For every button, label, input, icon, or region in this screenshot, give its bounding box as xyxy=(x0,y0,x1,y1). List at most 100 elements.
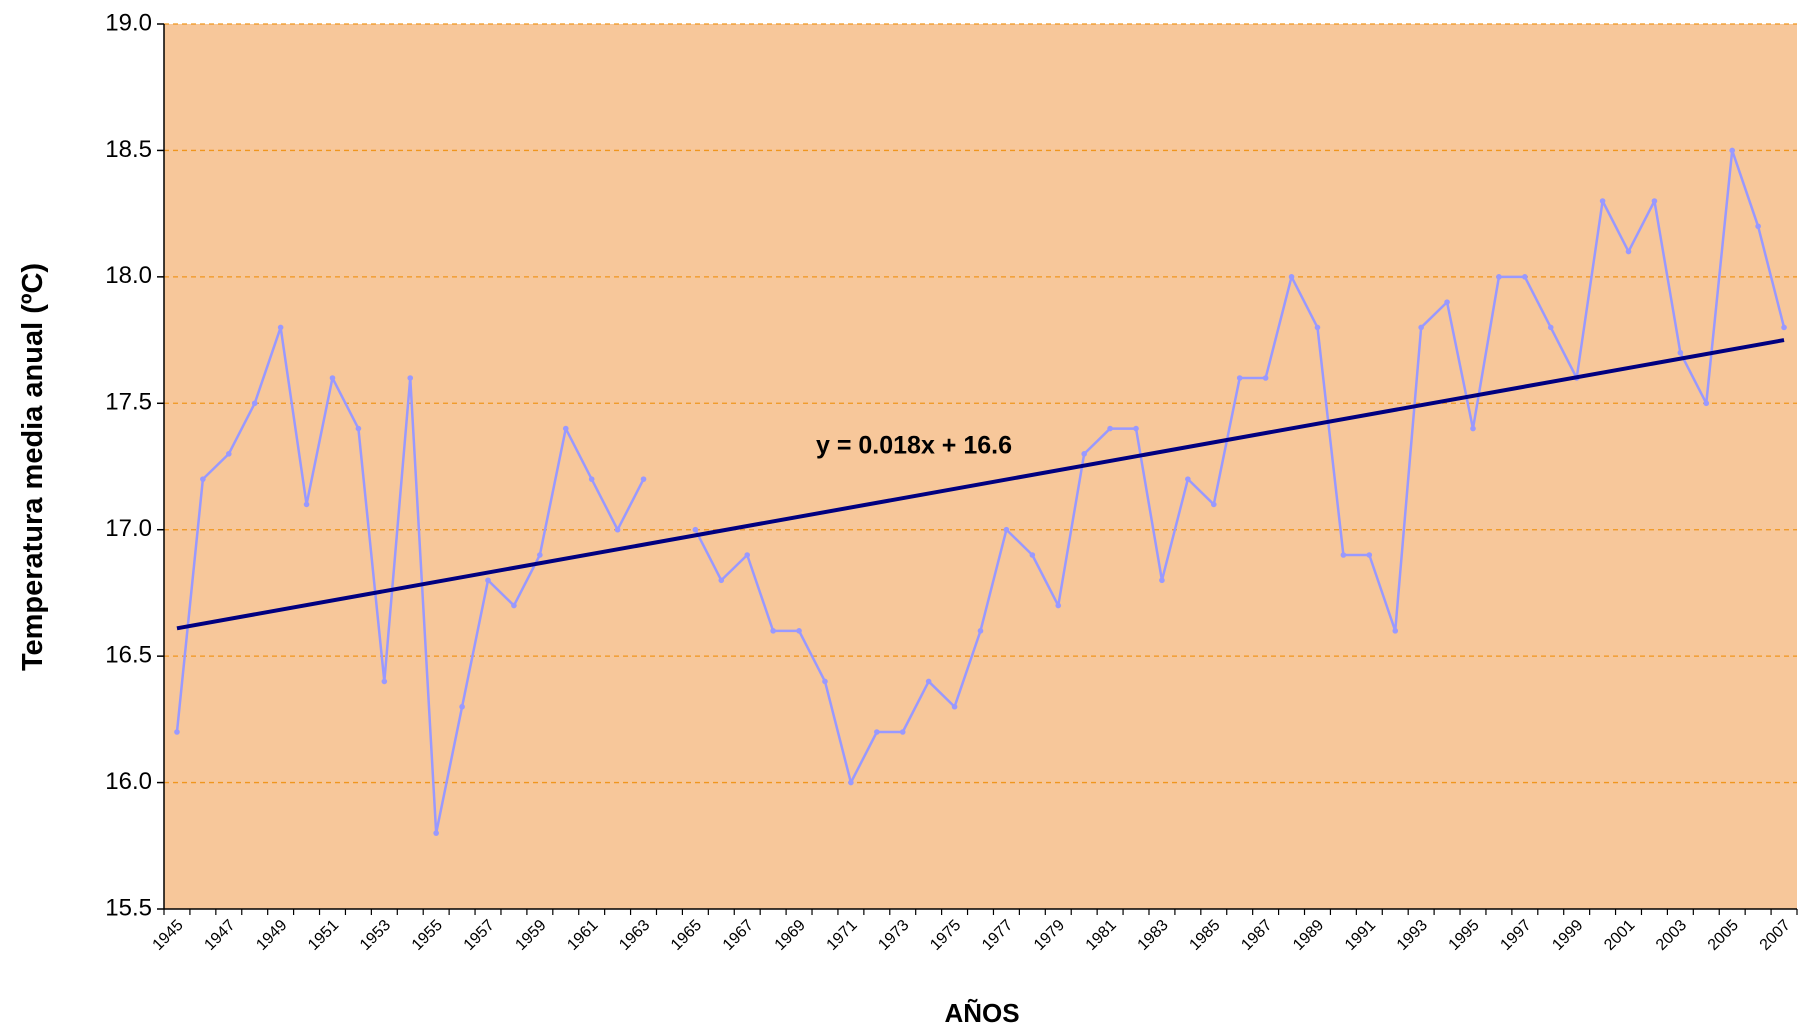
x-tick-label: 1953 xyxy=(357,917,394,954)
data-point xyxy=(614,526,621,533)
data-point xyxy=(511,602,517,609)
x-axis-title: AÑOS xyxy=(944,998,1019,1028)
y-tick-label: 19.0 xyxy=(105,9,152,36)
x-tick-label: 1963 xyxy=(616,917,653,954)
data-point xyxy=(1029,552,1036,558)
data-point xyxy=(744,552,751,558)
x-tick-label: 1949 xyxy=(253,917,290,954)
x-tick-label: 1995 xyxy=(1446,917,1483,954)
data-point xyxy=(1755,223,1761,230)
x-tick-label: 1997 xyxy=(1497,917,1534,954)
y-tick-label: 16.0 xyxy=(105,768,152,795)
x-tick-label: 1965 xyxy=(668,917,705,954)
data-point xyxy=(692,526,699,533)
x-tick-label: 1971 xyxy=(824,917,861,954)
data-point xyxy=(1651,198,1658,204)
data-point xyxy=(562,425,569,432)
data-point xyxy=(588,476,595,482)
data-point xyxy=(1703,400,1710,407)
data-point xyxy=(796,628,802,634)
data-point xyxy=(1340,552,1347,558)
data-point xyxy=(899,729,906,735)
data-point xyxy=(874,729,880,735)
data-point xyxy=(174,729,180,735)
trend-line xyxy=(176,338,1785,631)
x-tick-label: 1977 xyxy=(979,917,1016,954)
data-point xyxy=(1781,324,1787,331)
data-point xyxy=(1547,324,1554,331)
x-tick-label: 1959 xyxy=(512,917,549,954)
x-tick-label: 1945 xyxy=(150,917,187,954)
data-point xyxy=(1470,425,1476,432)
x-tick-label: 1957 xyxy=(461,917,498,954)
data-point xyxy=(407,375,414,381)
data-point xyxy=(977,628,984,634)
x-tick-label: 1967 xyxy=(720,917,757,954)
data-point xyxy=(1496,274,1502,280)
y-tick-label: 16.5 xyxy=(105,641,152,668)
data-point xyxy=(1133,425,1139,432)
data-point xyxy=(1055,602,1062,609)
data-point xyxy=(1625,248,1632,255)
data-point xyxy=(329,375,336,381)
x-tick-label: 2001 xyxy=(1601,917,1638,954)
trend-label: y = 0.018x + 16.6 xyxy=(816,432,1012,460)
data-point xyxy=(640,476,647,482)
data-point xyxy=(1729,147,1735,154)
x-tick-label: 2003 xyxy=(1653,917,1690,954)
data-point xyxy=(1444,299,1450,305)
x-tick-label: 1951 xyxy=(305,917,342,954)
data-point xyxy=(277,324,284,331)
data-point xyxy=(226,451,232,457)
data-point xyxy=(1314,324,1321,331)
x-tick-label: 1993 xyxy=(1394,917,1431,954)
y-tick-label: 18.0 xyxy=(105,262,152,289)
x-tick-label: 1973 xyxy=(875,917,912,954)
data-point xyxy=(303,501,310,508)
data-point xyxy=(1392,628,1399,634)
x-tick-label: 1955 xyxy=(409,917,446,954)
x-tick-label: 1979 xyxy=(1031,917,1068,954)
x-tick-label: 1989 xyxy=(1290,917,1327,954)
x-tick-label: 1987 xyxy=(1238,917,1275,954)
x-tick-label: 1975 xyxy=(927,917,964,954)
data-point xyxy=(251,400,258,407)
y-tick-label: 18.5 xyxy=(105,136,152,163)
data-point xyxy=(822,678,828,685)
data-point xyxy=(355,425,362,432)
x-tick-label: 2005 xyxy=(1705,917,1742,954)
data-point xyxy=(1599,198,1606,204)
data-point xyxy=(1522,274,1528,280)
data-point xyxy=(1677,349,1684,356)
y-tick-label: 17.0 xyxy=(105,515,152,542)
x-tick-label: 1991 xyxy=(1342,917,1379,954)
x-tick-label: 1969 xyxy=(772,917,809,954)
data-point xyxy=(718,577,725,584)
x-tick-label: 1999 xyxy=(1549,917,1586,954)
data-point xyxy=(1081,451,1087,457)
data-point xyxy=(1107,425,1113,432)
data-point xyxy=(537,552,543,558)
x-tick-label: 1981 xyxy=(1083,917,1120,954)
x-tick-label: 2007 xyxy=(1757,917,1794,954)
data-point xyxy=(1418,324,1424,331)
data-point xyxy=(1288,274,1295,280)
x-tick-label: 1961 xyxy=(564,917,601,954)
data-point xyxy=(459,703,465,710)
y-axis-title: Temperatura media anual (ºC) xyxy=(17,263,49,671)
plot-area xyxy=(164,24,1797,909)
data-point xyxy=(381,678,388,685)
data-point xyxy=(848,779,854,786)
y-tick-label: 17.5 xyxy=(105,389,152,416)
data-point xyxy=(770,628,776,634)
data-point xyxy=(951,703,958,710)
data-point xyxy=(485,577,491,584)
data-point xyxy=(1236,375,1243,381)
x-tick-label: 1983 xyxy=(1135,917,1172,954)
data-point xyxy=(1262,375,1269,381)
x-tick-label: 1985 xyxy=(1186,917,1223,954)
data-point xyxy=(925,678,932,685)
x-tick-label: 1947 xyxy=(201,917,238,954)
